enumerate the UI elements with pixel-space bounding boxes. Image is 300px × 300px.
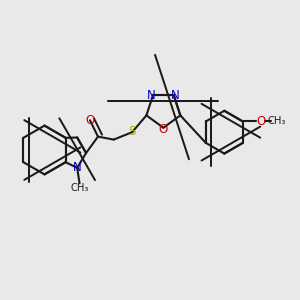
Text: S: S [128, 125, 136, 138]
Text: O: O [85, 114, 94, 127]
Text: CH₃: CH₃ [70, 183, 89, 193]
Text: N: N [73, 161, 82, 174]
Text: N: N [147, 89, 156, 102]
Text: CH₃: CH₃ [268, 116, 286, 127]
Text: N: N [171, 89, 179, 102]
Text: O: O [256, 115, 265, 128]
Text: O: O [159, 123, 168, 136]
